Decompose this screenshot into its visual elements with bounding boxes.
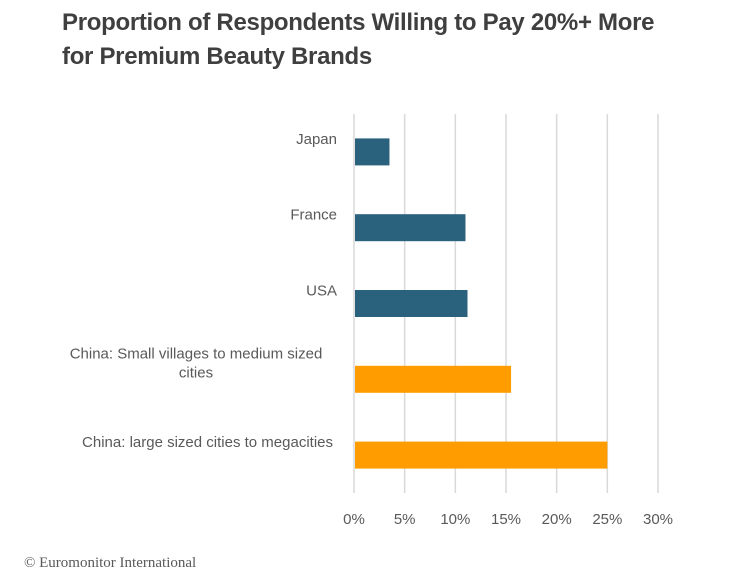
x-tick-label: 0% [343,511,365,528]
category-label: France [290,207,337,224]
bar [355,290,468,317]
bar [355,214,466,242]
source-credit: © Euromonitor International [24,555,197,571]
category-label-line: Japan [296,131,337,148]
category-label: China: large sized cities to megacities [82,434,333,451]
category-label: China: Small villages to medium sized cit… [70,345,323,381]
category-label-line: USA [306,283,337,300]
x-tick-label: 5% [394,511,416,528]
x-tick-label: 30% [643,511,673,528]
category-label-line: cities [179,364,213,381]
bar [355,138,390,166]
bars [355,138,608,469]
x-tick-label: 25% [592,511,622,528]
bar [355,365,512,393]
category-label-line: France [290,207,337,224]
category-label: Japan [296,131,337,148]
category-label-line: China: Small villages to medium sized [70,345,323,362]
x-tick-labels: 0% 5% 10% 15% 20% 25% 30% [343,511,673,528]
x-tick-label: 20% [542,511,572,528]
category-labels: Japan France USA China: Small villages to m… [70,131,337,451]
chart-title-line-1: Proportion of Respondents Willing to Pay… [62,9,655,36]
chart-title: Proportion of Respondents Willing to Pay… [62,6,722,74]
x-tick-label: 10% [440,511,470,528]
category-label: USA [306,283,337,300]
bar [355,441,608,469]
x-tick-label: 15% [491,511,521,528]
category-label-line: China: large sized cities to megacities [82,434,333,451]
chart-title-line-2: for Premium Beauty Brands [62,43,372,70]
